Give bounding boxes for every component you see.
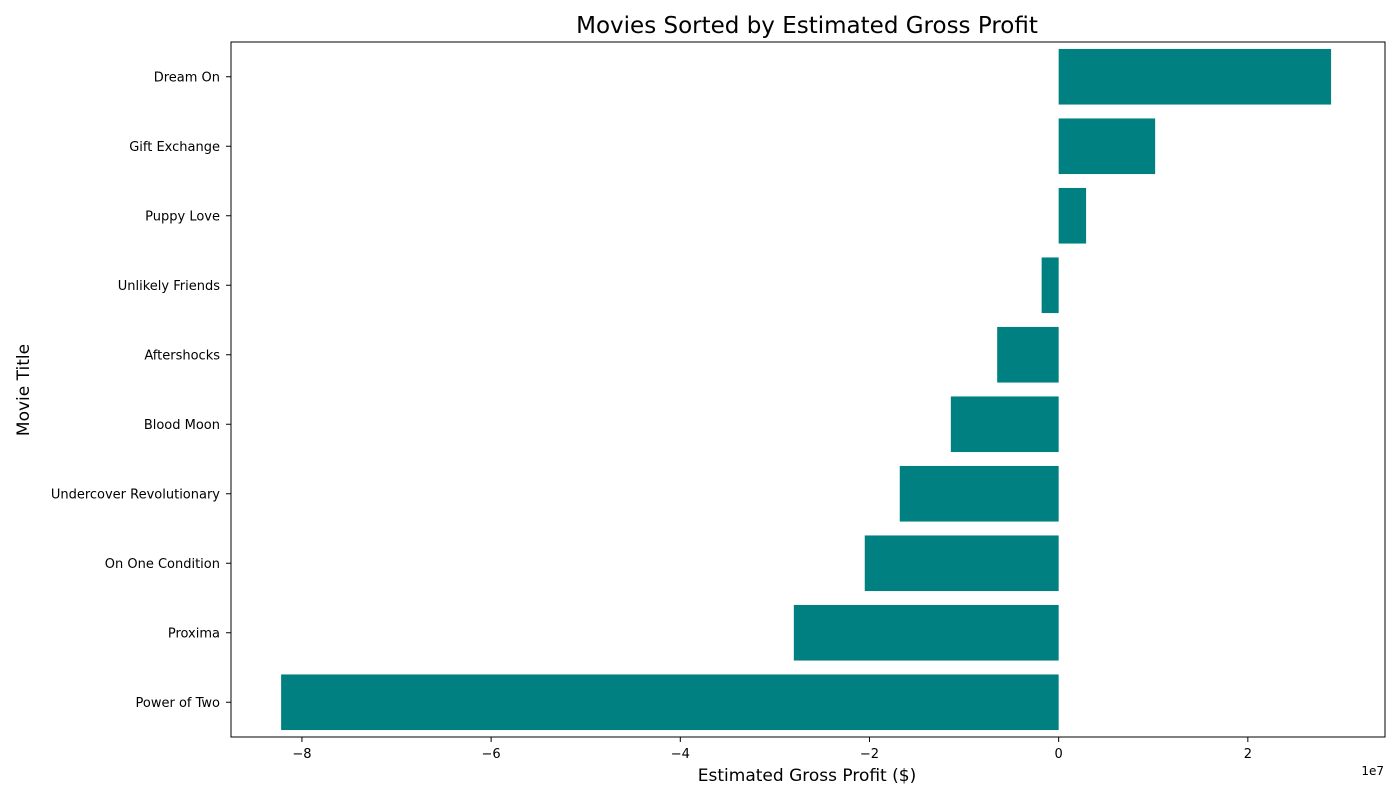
y-axis-label: Movie Title [14, 344, 34, 436]
y-tick-label: Proxima [168, 626, 220, 641]
x-axis-label: Estimated Gross Profit ($) [698, 766, 916, 786]
x-axis: −8 −6 −4 −2 0 2 [292, 737, 1252, 762]
y-tick-label: Blood Moon [144, 418, 220, 433]
bar-dream-on [1058, 48, 1332, 105]
y-tick-label: Unlikely Friends [118, 279, 220, 294]
bar-gift-exchange [1058, 118, 1156, 175]
x-axis-offset-label: 1e7 [1361, 764, 1384, 778]
bar-puppy-love [1058, 187, 1087, 244]
bar-power-of-two [281, 674, 1059, 731]
x-tick-label: −4 [671, 747, 690, 762]
bar-on-one-condition [864, 535, 1059, 592]
y-axis: Dream On Gift Exchange Puppy Love Unlikely … [51, 70, 231, 711]
bar-blood-moon [950, 396, 1059, 453]
bar-undercover-revolutionary [899, 465, 1059, 522]
bars-group [281, 48, 1332, 731]
x-tick-label: 2 [1244, 747, 1252, 762]
y-tick-label: Gift Exchange [129, 140, 220, 155]
y-tick-label: Power of Two [136, 696, 221, 711]
bar-aftershocks [997, 326, 1059, 383]
x-tick-label: −8 [292, 747, 311, 762]
bar-unlikely-friends [1041, 257, 1059, 314]
y-tick-label: Puppy Love [145, 209, 220, 224]
x-tick-label: −2 [860, 747, 879, 762]
plot-frame [230, 41, 1386, 738]
y-tick-label: Aftershocks [144, 348, 220, 363]
x-tick-label: −6 [482, 747, 501, 762]
x-tick-label: 0 [1055, 747, 1063, 762]
chart-title: Movies Sorted by Estimated Gross Profit [576, 13, 1038, 39]
y-tick-label: Undercover Revolutionary [51, 487, 220, 502]
y-tick-label: On One Condition [105, 557, 220, 572]
bar-proxima [793, 604, 1059, 661]
y-tick-label: Dream On [154, 70, 220, 85]
